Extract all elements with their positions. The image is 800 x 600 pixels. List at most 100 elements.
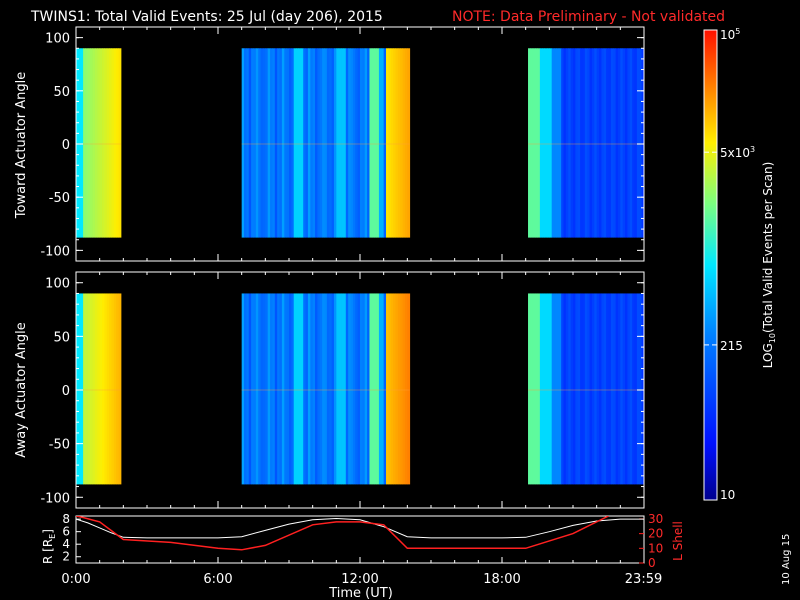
heatmap-column — [248, 293, 252, 485]
heatmap-column — [338, 48, 342, 238]
heatmap-column — [568, 48, 572, 238]
heatmap-column — [362, 48, 366, 238]
heatmap-column — [286, 48, 290, 238]
heatmap-column — [80, 293, 84, 485]
heatmap-column — [99, 293, 103, 485]
x-tick-label: 0:00 — [61, 572, 90, 587]
colorbar: 105 5x103 215 10 LOG10(Total Valid Events p… — [703, 27, 777, 502]
heatmap-column — [281, 293, 285, 485]
heatmap-column — [539, 48, 543, 238]
heatmap-column — [610, 48, 614, 238]
heatmap-column — [329, 48, 332, 238]
heatmap-column — [404, 293, 408, 485]
heatmap-column — [544, 293, 548, 485]
left-y-tick-label: 4 — [62, 537, 70, 551]
heatmap-column — [563, 48, 567, 238]
heatmap-column — [371, 48, 375, 238]
heatmap-column — [376, 293, 380, 485]
heatmap-column — [554, 48, 557, 238]
heatmap-column — [591, 48, 595, 238]
heatmap-column — [608, 48, 612, 238]
heatmap-column — [104, 293, 108, 485]
heatmap-column — [532, 293, 536, 485]
toward-angle-ylabel: Toward Actuator Angle — [14, 72, 29, 219]
heatmap-column — [575, 48, 579, 238]
heatmap-column — [305, 48, 309, 238]
heatmap-column — [539, 293, 543, 485]
heatmap-column — [404, 48, 408, 238]
heatmap-column — [634, 48, 638, 238]
toward-actuator-heatmap-panel: 100 50 0 -50 -100 — [40, 26, 645, 262]
heatmap-column — [116, 293, 119, 485]
heatmap-column — [549, 293, 553, 485]
heatmap-column — [617, 48, 621, 238]
heatmap-column — [272, 293, 276, 485]
heatmap-column — [293, 48, 297, 238]
heatmap-column — [551, 293, 555, 485]
heatmap-column — [284, 293, 288, 485]
heatmap-column — [388, 48, 392, 238]
heatmap-column — [322, 293, 325, 485]
heatmap-column — [251, 48, 254, 238]
heatmap-column — [336, 48, 340, 238]
heatmap-column — [274, 293, 278, 485]
heatmap-column — [293, 293, 297, 485]
heatmap-column — [113, 293, 117, 485]
heatmap-column — [267, 293, 271, 485]
heatmap-column — [357, 48, 361, 238]
heatmap-column — [310, 48, 314, 238]
heatmap-column — [289, 293, 292, 485]
heatmap-column — [272, 48, 276, 238]
heatmap-column — [544, 48, 548, 238]
heatmap-column — [319, 48, 323, 238]
heatmap-column — [608, 293, 612, 485]
y-tick-label: -50 — [49, 191, 70, 206]
heatmap-column — [584, 48, 588, 238]
heatmap-column — [601, 48, 605, 238]
heatmap-column — [636, 293, 640, 485]
heatmap-column — [300, 48, 304, 238]
heatmap-column — [364, 293, 368, 485]
heatmap-column — [407, 293, 411, 485]
heatmap-column — [629, 48, 633, 238]
y-tick-label: -50 — [49, 438, 70, 453]
colorbar-tick-label: 5x103 — [720, 145, 755, 160]
heatmap-column — [591, 293, 595, 485]
heatmap-column — [580, 48, 583, 238]
heatmap-column — [367, 48, 370, 238]
heatmap-column — [639, 48, 643, 238]
right-y-tick-label: 30 — [648, 512, 663, 526]
heatmap-column — [291, 48, 295, 238]
heatmap-column — [402, 293, 406, 485]
heatmap-column — [532, 48, 536, 238]
heatmap-column — [528, 48, 531, 238]
colorbar-tick-label: 215 — [720, 339, 743, 353]
heatmap-column — [589, 293, 593, 485]
heatmap-column — [352, 48, 356, 238]
heatmap-column — [378, 293, 382, 485]
heatmap-column — [397, 293, 401, 485]
heatmap-column — [258, 293, 261, 485]
heatmap-column — [331, 293, 335, 485]
heatmap-column — [104, 48, 108, 238]
heatmap-column — [97, 293, 101, 485]
heatmap-column — [549, 48, 553, 238]
heatmap-column — [582, 48, 586, 238]
heatmap-column — [296, 293, 299, 485]
heatmap-column — [393, 48, 396, 238]
heatmap-column — [244, 293, 247, 485]
y-tick-label: 0 — [62, 138, 70, 153]
heatmap-column — [312, 48, 316, 238]
heatmap-column — [322, 48, 325, 238]
heatmap-column — [615, 48, 619, 238]
heatmap-column — [383, 293, 387, 485]
heatmap-column — [118, 293, 122, 485]
heatmap-column — [613, 293, 616, 485]
heatmap-column — [258, 48, 261, 238]
heatmap-column — [639, 293, 643, 485]
heatmap-column — [556, 293, 560, 485]
heatmap-column — [118, 48, 122, 238]
heatmap-column — [603, 293, 607, 485]
colorbar-tick-label: 105 — [720, 27, 740, 42]
